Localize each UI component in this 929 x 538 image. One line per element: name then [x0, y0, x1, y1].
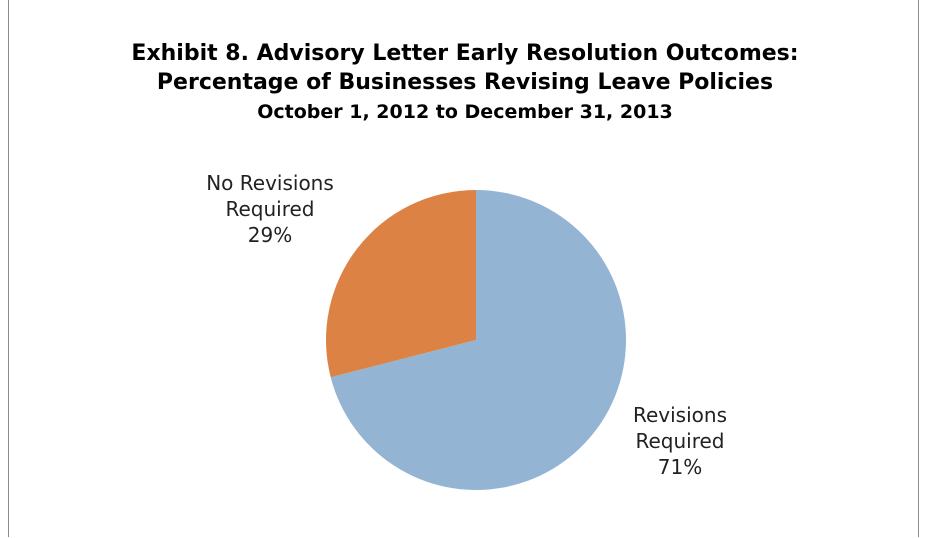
- slice-label: Revisions Required 71%: [620, 402, 740, 480]
- value-label: 71%: [657, 455, 703, 479]
- pie-slice: [326, 190, 476, 378]
- slice-label: No Revisions Required 29%: [195, 170, 345, 248]
- chart-title: Percentage of Businesses Revising Leave …: [157, 70, 773, 95]
- category-label: No Revisions Required: [206, 171, 334, 221]
- value-label: 29%: [247, 223, 293, 247]
- chart-title: Exhibit 8. Advisory Letter Early Resolut…: [131, 41, 798, 66]
- pie-slice: [330, 190, 627, 490]
- category-label: Revisions Required: [632, 403, 727, 453]
- chart-frame: [8, 0, 919, 537]
- chart-subtitle: October 1, 2012 to December 31, 2013: [257, 101, 673, 123]
